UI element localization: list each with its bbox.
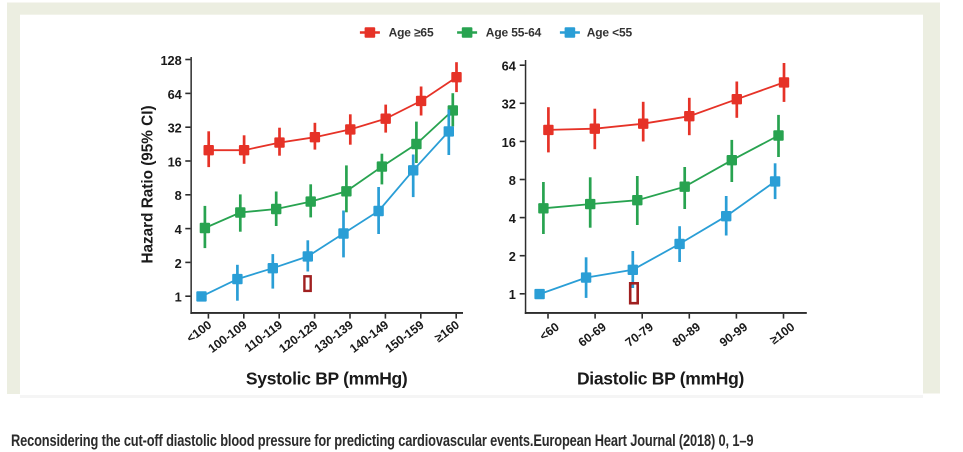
svg-text:2: 2 (509, 249, 516, 264)
svg-text:4: 4 (175, 222, 183, 237)
svg-text:32: 32 (168, 121, 182, 136)
svg-text:Diastolic BP (mmHg): Diastolic BP (mmHg) (577, 369, 744, 389)
svg-text:Age 55-64: Age 55-64 (486, 26, 542, 40)
svg-text:1: 1 (509, 287, 516, 302)
svg-text:8: 8 (509, 173, 516, 188)
svg-text:Age <55: Age <55 (587, 26, 633, 40)
svg-text:8: 8 (175, 188, 182, 203)
svg-text:32: 32 (502, 97, 516, 112)
svg-text:16: 16 (502, 135, 516, 150)
svg-text:128: 128 (160, 53, 181, 68)
svg-text:Age ≥65: Age ≥65 (389, 26, 434, 40)
svg-text:Hazard Ratio (95% CI): Hazard Ratio (95% CI) (140, 105, 157, 263)
svg-text:16: 16 (168, 154, 182, 169)
svg-text:2: 2 (175, 256, 182, 271)
svg-text:64: 64 (502, 59, 517, 74)
svg-text:64: 64 (168, 87, 183, 102)
svg-text:Systolic BP (mmHg): Systolic BP (mmHg) (246, 369, 408, 389)
svg-text:1: 1 (175, 290, 182, 305)
svg-text:4: 4 (509, 211, 517, 226)
